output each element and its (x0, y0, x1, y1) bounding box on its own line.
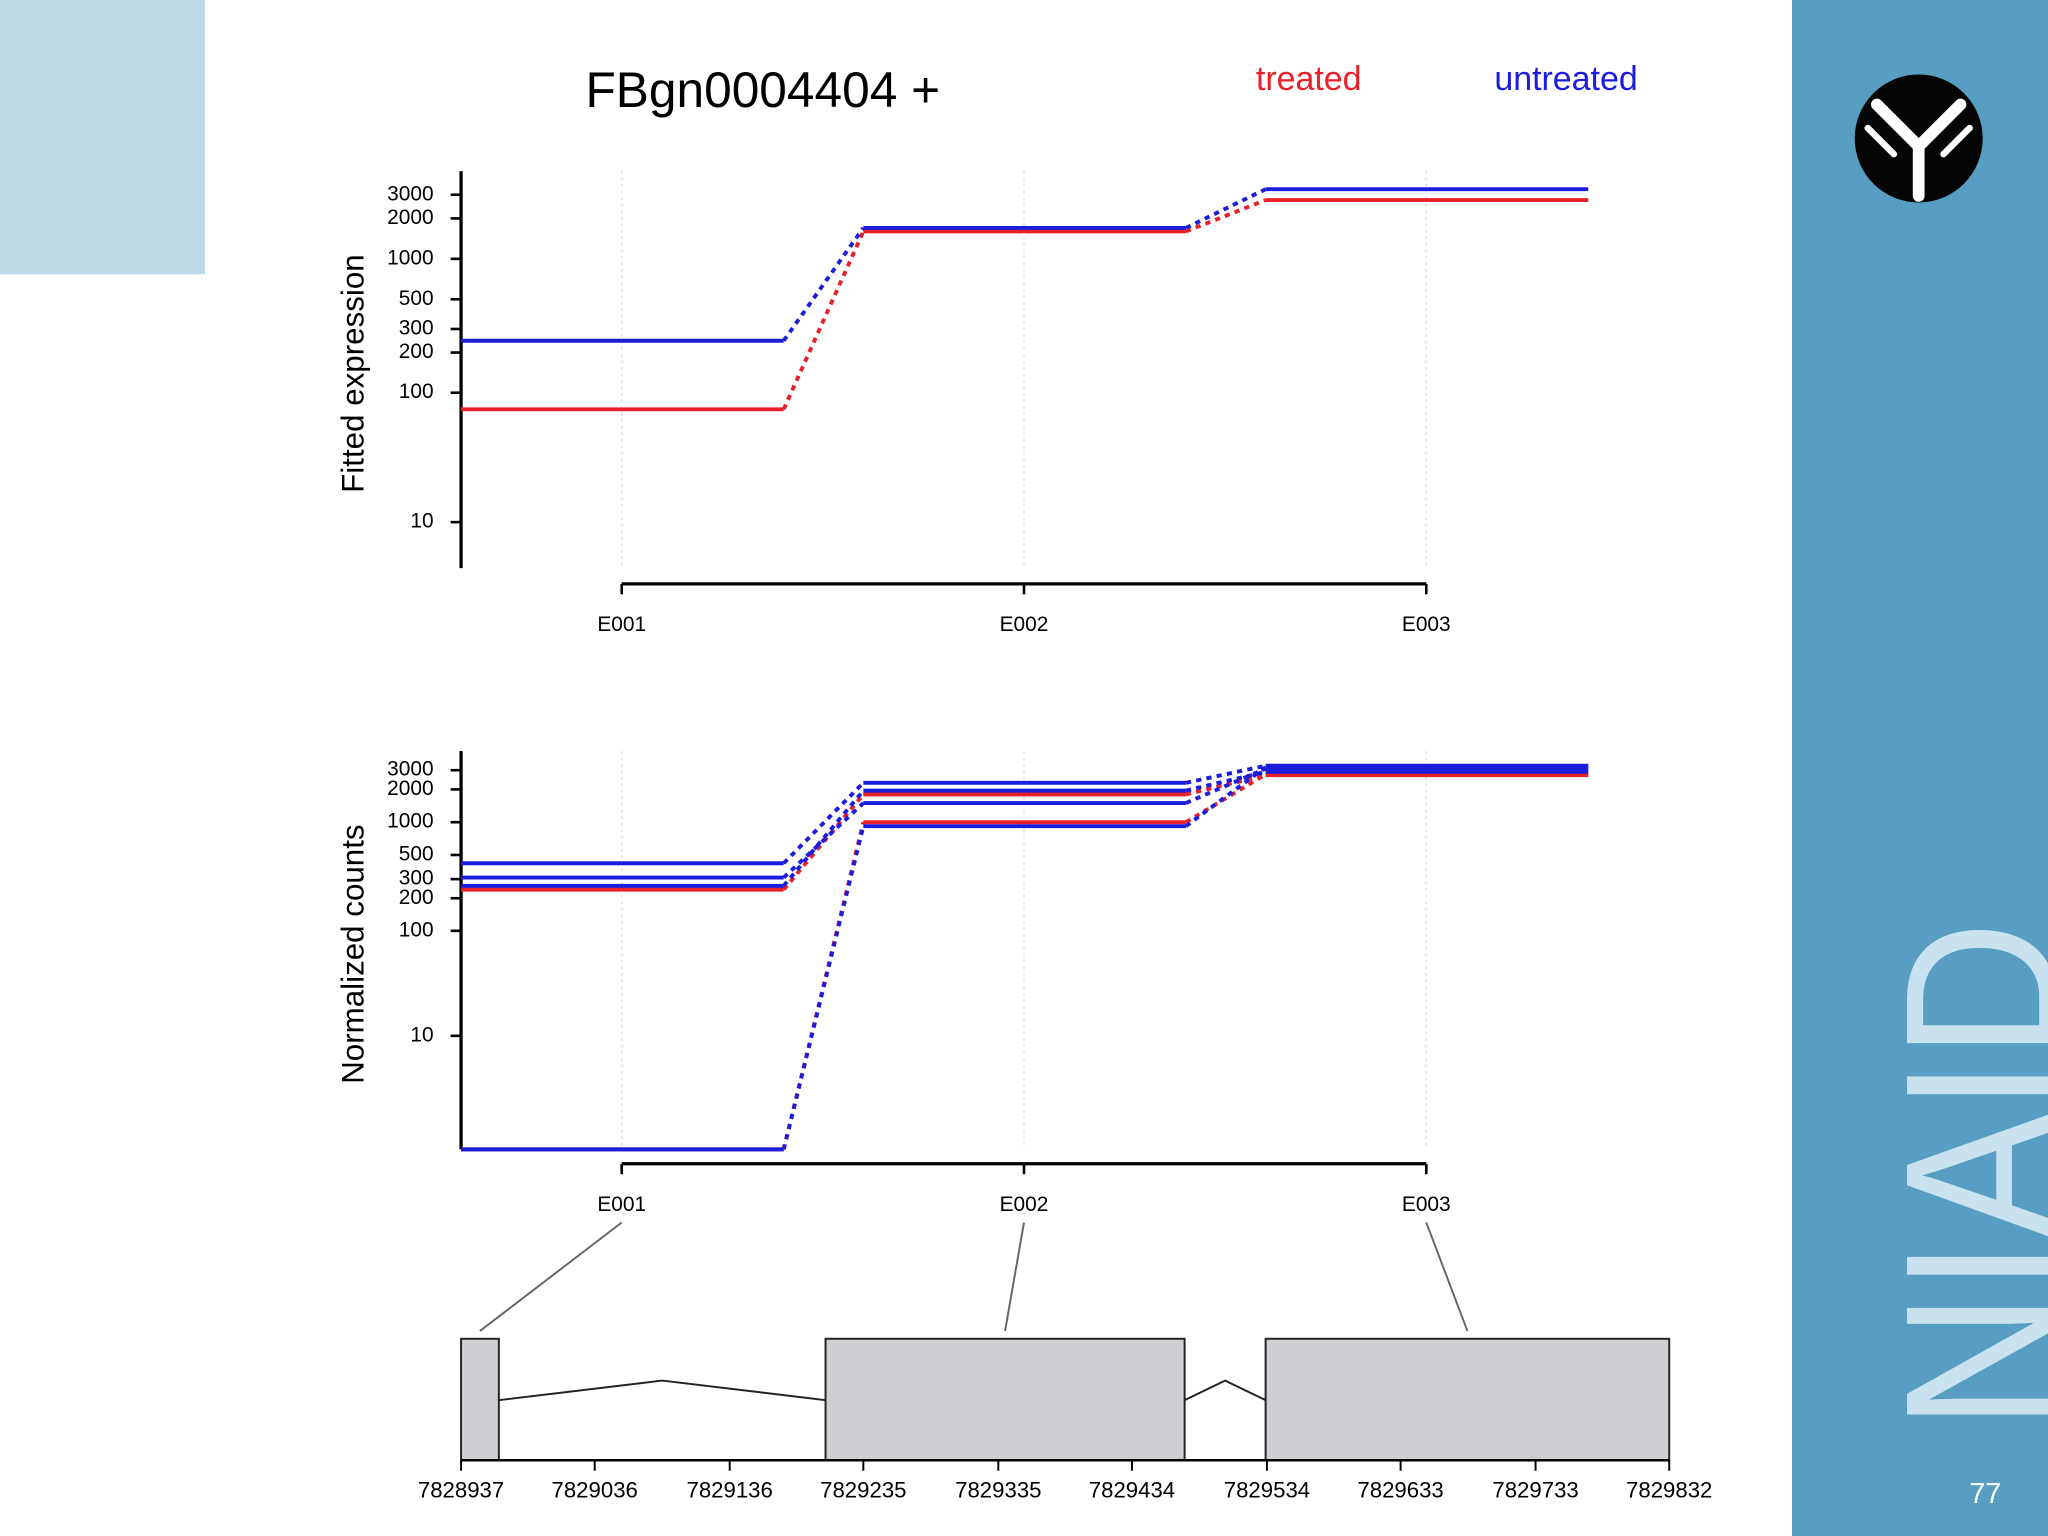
y-tick-label: 300 (399, 317, 434, 340)
legend-entry: untreated (1494, 60, 1637, 98)
x-tick-label: 7829335 (955, 1477, 1041, 1502)
connector (1185, 773, 1267, 797)
y-tick-label: 10 (410, 510, 433, 533)
x-tick-label: E003 (1402, 613, 1451, 636)
y-tick-label: 2000 (387, 206, 433, 229)
x-tick-label: E001 (597, 1193, 646, 1216)
x-tick-label: E003 (1402, 1193, 1451, 1216)
intron (498, 1379, 826, 1402)
connector (782, 781, 865, 865)
exon (460, 1337, 500, 1462)
y-tick-label: 200 (399, 340, 434, 363)
y-tick-label: 2000 (387, 777, 433, 800)
connector (1185, 187, 1267, 230)
legend-entry: treated (1256, 60, 1362, 98)
x-tick-label: 7829733 (1492, 1477, 1578, 1502)
connector (781, 230, 866, 411)
x-tick-label: 7828937 (418, 1477, 504, 1502)
connector (1185, 763, 1267, 785)
x-tick-label: 7829633 (1357, 1477, 1443, 1502)
y-axis-label: Fitted expression (336, 254, 371, 493)
y-axis-label: Normalized counts (336, 824, 371, 1083)
connector (1185, 769, 1267, 793)
connector (1184, 772, 1267, 824)
x-tick-label: 7829434 (1089, 1477, 1175, 1502)
exon-link (479, 1221, 623, 1332)
x-tick-label: 7829235 (820, 1477, 906, 1502)
y-tick-label: 1000 (387, 246, 433, 269)
logo (1854, 74, 1983, 203)
x-tick-label: 7829136 (686, 1477, 772, 1502)
y-tick-label: 3000 (387, 182, 433, 205)
corner-block (0, 0, 206, 275)
connector (781, 825, 866, 1150)
connector (1185, 766, 1267, 805)
y-tick-label: 100 (399, 380, 434, 403)
x-tick-label: 7829036 (552, 1477, 638, 1502)
x-tick-label: E002 (1000, 613, 1049, 636)
connector (782, 226, 865, 342)
y-tick-label: 500 (399, 287, 434, 310)
y-tick-label: 10 (410, 1023, 433, 1046)
side-panel (1792, 0, 2048, 1536)
exon (1264, 1337, 1671, 1462)
connector (1185, 198, 1267, 234)
brand-text: NIAID (1860, 921, 2048, 1430)
logo-icon (1864, 124, 1973, 158)
y-tick-label: 500 (399, 843, 434, 866)
logo-icon (1871, 98, 1967, 202)
y-tick-label: 3000 (387, 758, 433, 781)
chart-title: FBgn0004404 + (585, 62, 940, 118)
x-tick-label: E001 (597, 613, 646, 636)
y-tick-label: 1000 (387, 810, 433, 833)
connector (782, 801, 865, 880)
x-tick-label: E002 (1000, 1193, 1049, 1216)
y-tick-label: 100 (399, 918, 434, 941)
exon (824, 1337, 1186, 1462)
x-tick-label: 7829832 (1626, 1477, 1712, 1502)
exon-link (1004, 1222, 1025, 1332)
page-number: 77 (1969, 1478, 2001, 1510)
y-tick-label: 200 (399, 886, 434, 909)
y-tick-label: 300 (399, 867, 434, 890)
exon-link (1425, 1222, 1469, 1332)
x-tick-label: 7829534 (1224, 1477, 1310, 1502)
intron (1184, 1379, 1267, 1402)
